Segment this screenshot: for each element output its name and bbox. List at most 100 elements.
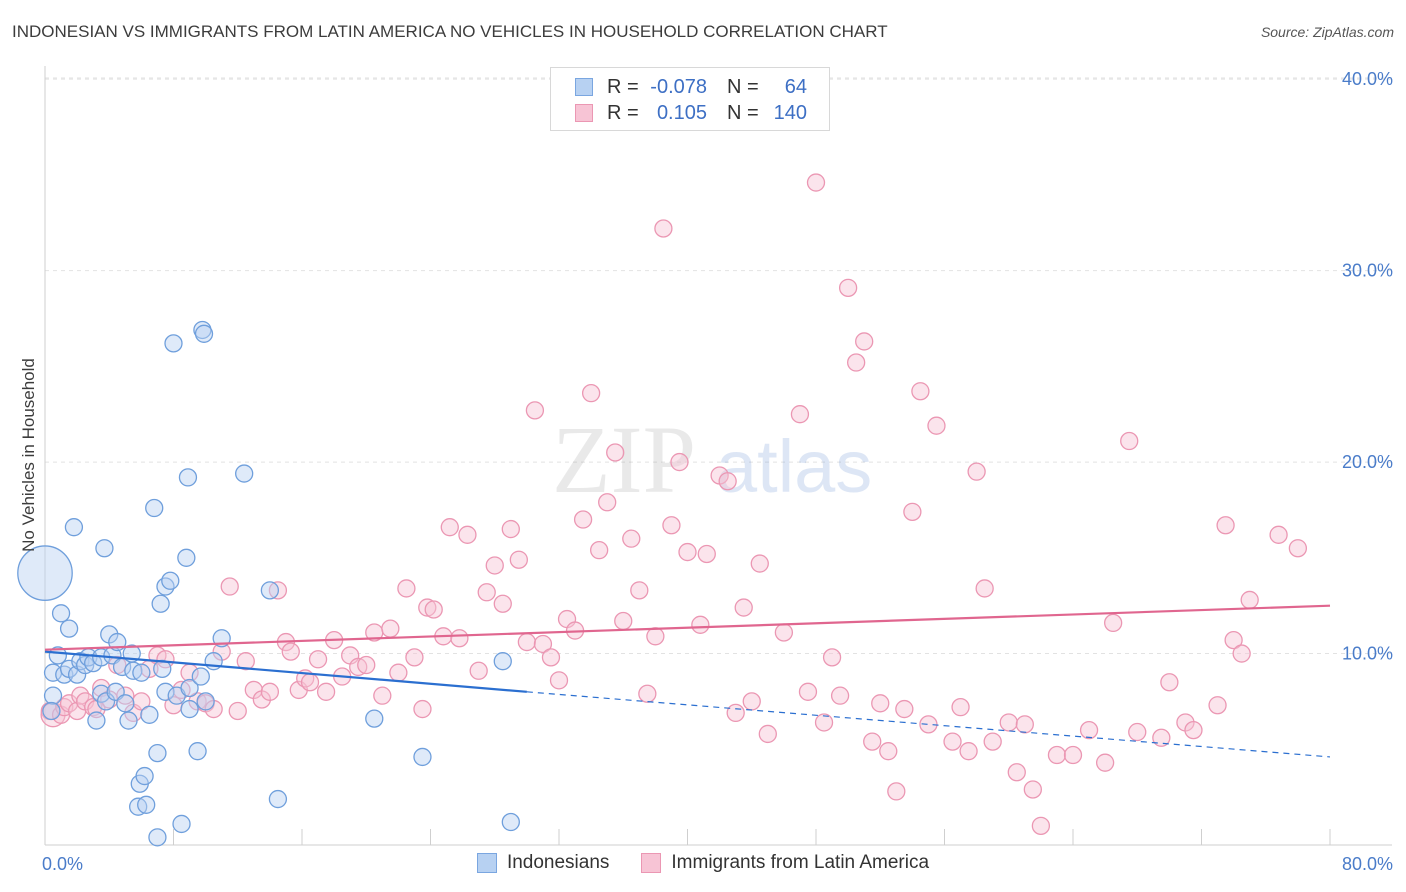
indonesians-trend-extension bbox=[526, 691, 1331, 758]
latin-america-point bbox=[758, 724, 777, 744]
indonesian-point bbox=[161, 571, 180, 590]
latin-america-point bbox=[798, 682, 818, 701]
latin-america-point bbox=[879, 742, 898, 761]
latin-america-point bbox=[389, 663, 408, 682]
latin-america-point bbox=[975, 579, 994, 598]
indonesian-point bbox=[48, 646, 67, 665]
latin-america-point bbox=[1063, 745, 1083, 765]
latin-america-point bbox=[863, 732, 882, 751]
indonesian-point bbox=[188, 742, 207, 761]
latin-america-point bbox=[806, 173, 826, 192]
latin-america-point bbox=[638, 684, 657, 703]
indonesian-point bbox=[365, 709, 384, 728]
y-tick-label: 40.0% bbox=[1342, 69, 1393, 89]
latin-america-point bbox=[1240, 590, 1259, 610]
latin-america-point bbox=[477, 583, 496, 602]
latin-america-point bbox=[919, 715, 938, 734]
indonesian-point bbox=[95, 539, 114, 558]
latin-america-point bbox=[927, 416, 946, 435]
latin-america-point bbox=[726, 703, 745, 723]
legend-row-indonesians: R = -0.078 N = 64 bbox=[575, 74, 807, 100]
indonesian-point bbox=[151, 594, 170, 613]
latin-america-point bbox=[440, 518, 459, 537]
latin-america-point bbox=[590, 540, 609, 560]
latin-america-point bbox=[1047, 745, 1067, 765]
latin-america-point bbox=[581, 383, 601, 403]
latin-america-point bbox=[308, 650, 328, 669]
trend-lines bbox=[44, 604, 1331, 758]
indonesian-point bbox=[164, 334, 183, 353]
indonesian-point bbox=[17, 545, 73, 601]
source-label: Source: ZipAtlas.com bbox=[1260, 24, 1394, 40]
latin-america-point bbox=[1104, 613, 1123, 633]
latin-america-point bbox=[630, 581, 649, 600]
indonesian-point bbox=[87, 711, 106, 730]
latin-america-point bbox=[646, 627, 665, 646]
latin-america-point bbox=[450, 629, 469, 648]
indonesian-point bbox=[116, 694, 135, 713]
latin-america-point bbox=[1095, 753, 1115, 772]
latin-america-point bbox=[598, 493, 617, 512]
tick-labels: 10.0% 20.0% 30.0% 40.0% 0.0% 80.0% bbox=[42, 69, 1393, 874]
indonesian-point bbox=[260, 581, 280, 600]
latin-america-point bbox=[895, 699, 914, 719]
latin-america-point bbox=[606, 443, 625, 462]
latin-america-point bbox=[943, 732, 962, 751]
latin-america-point bbox=[742, 692, 761, 711]
latin-america-point bbox=[697, 544, 716, 564]
latin-america-point bbox=[541, 648, 561, 667]
latin-america-point bbox=[469, 661, 488, 680]
indonesian-point bbox=[191, 667, 210, 686]
indonesian-point bbox=[501, 812, 520, 832]
latin-america-point bbox=[132, 692, 151, 711]
legend-swatch-pink bbox=[575, 104, 593, 122]
indonesian-point bbox=[268, 789, 288, 809]
latin-america-point bbox=[1152, 728, 1171, 747]
latin-america-point bbox=[397, 579, 416, 598]
latin-america-point bbox=[236, 652, 255, 671]
legend-item-indonesians: Indonesians bbox=[476, 852, 609, 874]
latin-america-point bbox=[501, 519, 520, 539]
latin-america-point bbox=[1007, 763, 1026, 782]
n-value: 64 bbox=[784, 75, 807, 98]
legend-swatch-blue bbox=[476, 853, 497, 873]
latin-america-point bbox=[156, 650, 175, 669]
latin-america-point bbox=[959, 742, 978, 761]
latin-america-point bbox=[614, 611, 633, 631]
r-value: 0.105 bbox=[656, 101, 707, 124]
latin-america-point bbox=[1031, 816, 1051, 836]
latin-america-point bbox=[1224, 630, 1243, 650]
latin-america-point bbox=[485, 556, 504, 575]
indonesian-point bbox=[235, 464, 254, 483]
indonesian-point bbox=[177, 548, 196, 567]
latin-america-point bbox=[1023, 780, 1042, 799]
latin-america-point bbox=[838, 278, 858, 297]
indonesian-point bbox=[413, 747, 432, 767]
y-tick-label: 30.0% bbox=[1342, 261, 1393, 281]
legend-label: Immigrants from Latin America bbox=[671, 852, 930, 873]
series-indonesians-points bbox=[17, 320, 520, 847]
series-legend: Indonesians Immigrants from Latin Americ… bbox=[0, 852, 1406, 874]
latin-america-point bbox=[822, 648, 842, 667]
latin-america-point bbox=[316, 682, 336, 701]
latin-america-point bbox=[814, 713, 834, 732]
latin-america-point bbox=[1015, 715, 1034, 734]
latin-america-trend-line bbox=[44, 604, 1331, 651]
latin-america-point bbox=[1128, 722, 1147, 742]
latin-america-point bbox=[373, 686, 392, 705]
latin-america-point bbox=[424, 600, 443, 619]
indonesian-point bbox=[42, 701, 61, 721]
latin-america-point bbox=[1269, 525, 1288, 544]
indonesian-point bbox=[135, 766, 154, 786]
indonesian-point bbox=[180, 699, 199, 719]
latin-america-point bbox=[1079, 720, 1099, 740]
indonesians-trend-line bbox=[44, 650, 527, 693]
r-label: R = bbox=[607, 101, 639, 124]
latin-america-point bbox=[1232, 644, 1251, 663]
latin-america-point bbox=[887, 782, 906, 801]
y-tick-label: 10.0% bbox=[1342, 644, 1393, 664]
indonesian-point bbox=[148, 743, 167, 763]
latin-america-point bbox=[718, 472, 737, 491]
latin-america-point bbox=[830, 686, 850, 705]
latin-america-point bbox=[1208, 696, 1227, 715]
